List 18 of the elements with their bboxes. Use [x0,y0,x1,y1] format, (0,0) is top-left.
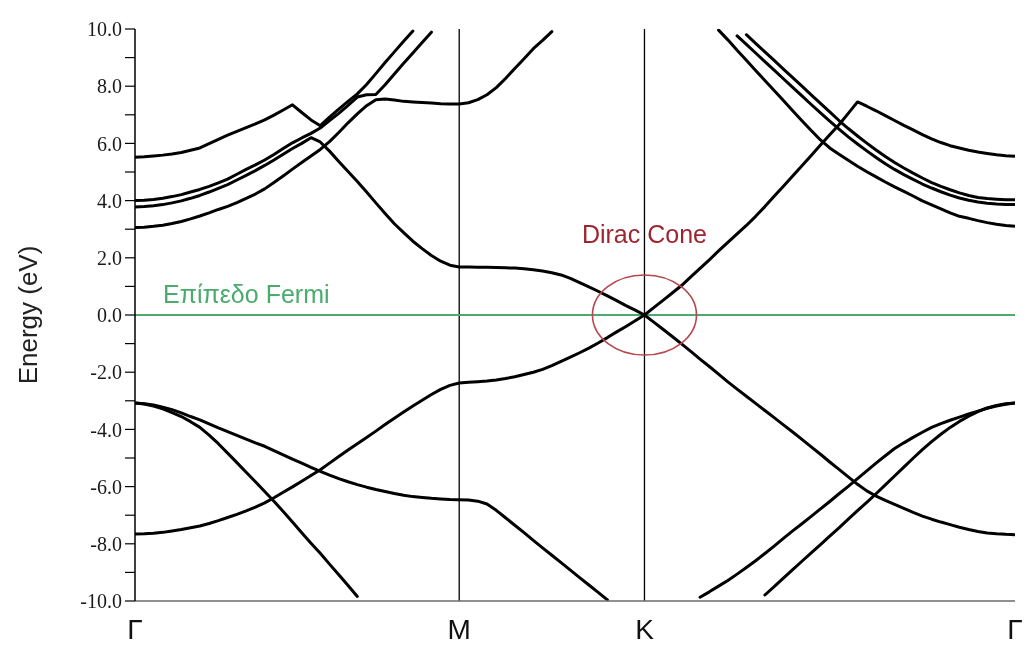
y-tick-label: 6.0 [97,132,122,155]
x-tick-label: M [447,613,471,645]
x-tick-label: Γ [1007,613,1023,645]
x-tick-label: Γ [127,613,143,645]
y-tick-label: 10.0 [87,18,122,41]
y-tick-label: 2.0 [97,246,122,269]
y-tick-label: 8.0 [97,75,122,98]
y-axis-title: Energy (eV) [13,245,43,385]
y-tick-label: -2.0 [90,361,122,384]
y-tick-label: -4.0 [90,418,122,441]
x-tick-label: K [635,613,655,645]
y-tick-label: -8.0 [90,532,122,555]
y-tick-label: 4.0 [97,189,122,212]
y-tick-label: 0.0 [97,304,122,327]
annotation: Dirac Cone [581,220,707,248]
y-tick-label: -10.0 [80,590,122,613]
ref-line-label: Επίπεδο Fermi [163,280,330,308]
y-tick-label: -6.0 [90,475,122,498]
